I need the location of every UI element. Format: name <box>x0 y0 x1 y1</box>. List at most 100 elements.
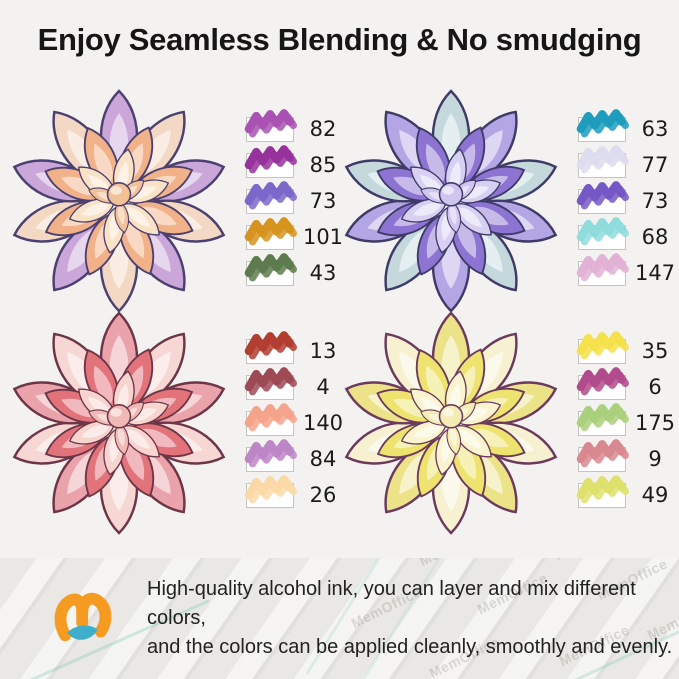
panel-bottom-right: 35 6 175 9 49 <box>338 310 675 536</box>
swatch-row: 85 <box>246 147 346 183</box>
swatch-box <box>578 189 626 214</box>
marker-scribble-icon <box>242 327 302 364</box>
marker-scribble-icon <box>574 363 634 400</box>
marker-number: 85 <box>309 153 337 177</box>
marker-scribble-icon <box>574 213 634 250</box>
swatch-box <box>578 483 626 508</box>
marker-scribble-icon <box>574 399 634 436</box>
marker-number: 175 <box>634 411 676 435</box>
marker-number: 73 <box>641 189 669 213</box>
swatch-box <box>578 375 626 400</box>
footer-band: MemOffice MemOffice MemOffice MemOffice … <box>0 558 679 679</box>
succulent-illustration-pink <box>6 310 232 536</box>
color-legend-bottom-right: 35 6 175 9 49 <box>578 333 678 513</box>
succulent-illustration-peach <box>6 88 232 314</box>
marker-number: 77 <box>641 153 669 177</box>
marker-number: 4 <box>316 375 330 399</box>
swatch-row: 73 <box>246 183 346 219</box>
marker-scribble-icon <box>242 213 302 250</box>
marker-scribble-icon <box>574 471 634 508</box>
color-legend-top-left: 82 85 73 101 43 <box>246 111 346 291</box>
marker-scribble-icon <box>574 435 634 472</box>
panel-bottom-left: 13 4 140 84 26 <box>6 310 343 536</box>
swatch-box <box>578 261 626 286</box>
swatch-row: 140 <box>246 405 346 441</box>
marker-scribble-icon <box>574 327 634 364</box>
swatch-row: 63 <box>578 111 678 147</box>
marker-number: 82 <box>309 117 337 141</box>
marker-scribble-icon <box>242 363 302 400</box>
swatch-box <box>246 153 294 178</box>
marker-number: 140 <box>302 411 344 435</box>
marker-number: 43 <box>309 261 337 285</box>
marker-number: 13 <box>309 339 337 363</box>
marker-scribble-icon <box>242 249 302 286</box>
memoffice-logo <box>54 592 112 641</box>
swatch-box <box>246 339 294 364</box>
swatch-box <box>246 117 294 142</box>
panel-top-left: 82 85 73 101 43 <box>6 88 343 314</box>
swatch-row: 13 <box>246 333 346 369</box>
marker-number: 35 <box>641 339 669 363</box>
marker-number: 147 <box>634 261 676 285</box>
color-legend-bottom-left: 13 4 140 84 26 <box>246 333 346 513</box>
succulent-illustration-violet <box>338 88 564 314</box>
marker-scribble-icon <box>574 177 634 214</box>
swatch-row: 147 <box>578 255 678 291</box>
marker-scribble-icon <box>242 435 302 472</box>
marker-number: 68 <box>641 225 669 249</box>
swatch-row: 77 <box>578 147 678 183</box>
logo-wave-shape <box>67 624 98 640</box>
marker-scribble-icon <box>242 399 302 436</box>
color-legend-top-right: 63 77 73 68 147 <box>578 111 678 291</box>
swatch-row: 26 <box>246 477 346 513</box>
caption-line-1: High-quality alcohol ink, you can layer … <box>147 578 636 629</box>
swatch-box <box>246 483 294 508</box>
marker-number: 49 <box>641 483 669 507</box>
marker-number: 26 <box>309 483 337 507</box>
caption-line-2: and the colors can be applied cleanly, s… <box>147 636 673 658</box>
marker-number: 73 <box>309 189 337 213</box>
marker-scribble-icon <box>242 471 302 508</box>
swatch-row: 9 <box>578 441 678 477</box>
marker-scribble-icon <box>242 177 302 214</box>
swatch-row: 35 <box>578 333 678 369</box>
swatch-row: 49 <box>578 477 678 513</box>
swatch-box <box>246 375 294 400</box>
marker-number: 101 <box>302 225 344 249</box>
swatch-row: 68 <box>578 219 678 255</box>
marker-scribble-icon <box>574 105 634 142</box>
succulent-illustration-yellow <box>338 310 564 536</box>
footer-caption: High-quality alcohol ink, you can layer … <box>147 575 679 662</box>
swatch-row: 4 <box>246 369 346 405</box>
swatch-row: 43 <box>246 255 346 291</box>
marker-number: 6 <box>648 375 662 399</box>
swatch-box <box>246 411 294 436</box>
swatch-row: 6 <box>578 369 678 405</box>
headline: Enjoy Seamless Blending & No smudging <box>37 22 642 57</box>
marker-number: 84 <box>309 447 337 471</box>
swatch-box <box>578 117 626 142</box>
swatch-row: 175 <box>578 405 678 441</box>
swatch-row: 82 <box>246 111 346 147</box>
swatch-box <box>578 225 626 250</box>
swatch-box <box>578 447 626 472</box>
swatch-box <box>578 339 626 364</box>
marker-scribble-icon <box>574 249 634 286</box>
swatch-box <box>246 189 294 214</box>
swatch-box <box>246 447 294 472</box>
swatch-row: 101 <box>246 219 346 255</box>
logo-m-shape <box>54 592 112 641</box>
swatch-box <box>578 153 626 178</box>
marker-scribble-icon <box>574 141 634 178</box>
swatch-box <box>246 261 294 286</box>
swatch-box <box>578 411 626 436</box>
marker-number: 9 <box>648 447 662 471</box>
swatch-row: 84 <box>246 441 346 477</box>
panel-top-right: 63 77 73 68 147 <box>338 88 675 314</box>
swatch-box <box>246 225 294 250</box>
marker-scribble-icon <box>242 105 302 142</box>
swatch-row: 73 <box>578 183 678 219</box>
marker-scribble-icon <box>242 141 302 178</box>
